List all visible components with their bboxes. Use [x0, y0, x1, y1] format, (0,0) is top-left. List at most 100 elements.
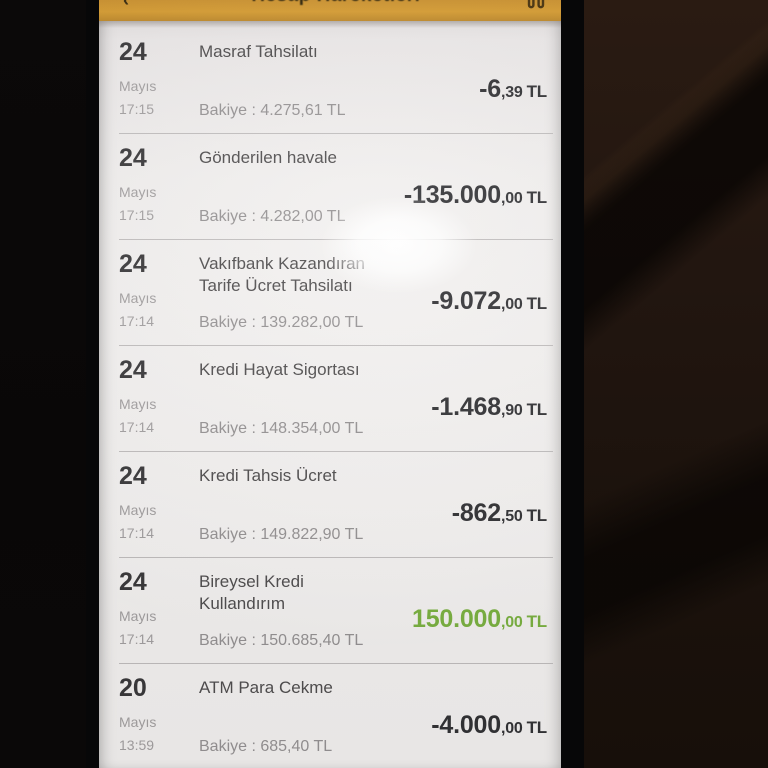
transaction-info: Masraf Tahsilatı Bakiye : 4.275,61 TL [199, 40, 461, 120]
transaction-day: 24 [119, 144, 147, 172]
table-row[interactable]: 20 Mayıs 13:59 ATM Para Cekme Bakiye : 6… [99, 664, 561, 768]
transaction-info: Bireysel Kredi Kullandırım Bakiye : 150.… [199, 570, 394, 650]
back-chevron-icon[interactable]: ‹ [123, 0, 129, 10]
transaction-title: Kredi Tahsis Ücret [199, 466, 337, 485]
row-divider [119, 133, 553, 134]
transaction-title: Kredi Hayat Sigortası [199, 360, 360, 379]
transaction-date: 24 Mayıs 17:14 [119, 462, 181, 542]
amount-currency: TL [526, 505, 548, 525]
transaction-month: Mayıs [119, 714, 157, 730]
table-row[interactable]: 24 Mayıs 17:15 Gönderilen havale Bakiye … [99, 134, 561, 240]
amount-decimal: ,90 [500, 401, 523, 419]
transaction-info: Kredi Hayat Sigortası Bakiye : 148.354,0… [199, 358, 413, 438]
amount-decimal: ,00 [500, 295, 523, 313]
page-title: Hesap Hareketleri [251, 0, 420, 7]
amount-decimal: ,00 [500, 719, 523, 737]
amount-currency: TL [526, 187, 548, 207]
transaction-balance: Bakiye : 139.282,00 TL [199, 314, 364, 331]
transaction-title: Bireysel Kredi Kullandırım [199, 572, 304, 613]
transaction-time: 17:14 [119, 419, 155, 435]
transaction-time: 17:14 [119, 631, 155, 647]
background-wood-shadow [578, 380, 768, 730]
transaction-title: Masraf Tahsilatı [199, 42, 318, 61]
transaction-date: 24 Mayıs 17:14 [119, 250, 181, 330]
table-row[interactable]: 24 Mayıs 17:15 Masraf Tahsilatı Bakiye :… [99, 28, 561, 134]
transaction-info: Vakıfbank Kazandıran Tarife Ücret Tahsil… [199, 252, 413, 332]
row-divider [119, 663, 553, 664]
transaction-amount: -9.072,00 TL [431, 287, 547, 316]
amount-currency: TL [526, 717, 548, 737]
row-divider [119, 345, 553, 346]
transaction-balance: Bakiye : 685,40 TL [199, 738, 333, 755]
transaction-month: Mayıs [119, 396, 157, 412]
phone-body: ‹ Hesap Hareketleri 24 Mayıs 17:15 Masra… [86, 0, 584, 768]
table-row[interactable]: 24 Mayıs 17:14 Bireysel Kredi Kullandırı… [99, 558, 561, 664]
transaction-month: Mayıs [119, 290, 157, 306]
transaction-title: ATM Para Cekme [199, 678, 333, 697]
transaction-day: 24 [119, 38, 147, 66]
filter-sliders-icon[interactable] [525, 0, 547, 17]
transaction-amount: -862,50 TL [452, 499, 547, 528]
amount-decimal: ,39 [500, 83, 523, 101]
transaction-balance: Bakiye : 149.822,90 TL [199, 526, 364, 543]
transaction-time: 17:15 [119, 101, 155, 117]
amount-decimal: ,00 [500, 613, 523, 631]
transaction-time: 17:14 [119, 313, 155, 329]
table-row[interactable]: 24 Mayıs 17:14 Kredi Tahsis Ücret Bakiye… [99, 452, 561, 558]
transaction-day: 24 [119, 568, 147, 596]
table-row[interactable]: 24 Mayıs 17:14 Vakıfbank Kazandıran Tari… [99, 240, 561, 346]
amount-decimal: ,00 [500, 189, 523, 207]
amount-integer: -6 [479, 74, 501, 103]
transaction-time: 13:59 [119, 737, 155, 753]
transaction-info: ATM Para Cekme Bakiye : 685,40 TL [199, 676, 413, 756]
app-header: ‹ Hesap Hareketleri [99, 0, 561, 21]
table-row[interactable]: 24 Mayıs 17:14 Kredi Hayat Sigortası Bak… [99, 346, 561, 452]
transaction-title: Gönderilen havale [199, 148, 337, 167]
phone-screen: ‹ Hesap Hareketleri 24 Mayıs 17:15 Masra… [99, 0, 561, 768]
transaction-date: 24 Mayıs 17:14 [119, 568, 181, 648]
amount-currency: TL [526, 399, 548, 419]
transaction-amount: -1.468,90 TL [431, 393, 547, 422]
amount-currency: TL [526, 611, 548, 631]
row-divider [119, 557, 553, 558]
transaction-balance: Bakiye : 4.275,61 TL [199, 102, 346, 119]
amount-currency: TL [526, 293, 548, 313]
transaction-day: 24 [119, 356, 147, 384]
transaction-title: Vakıfbank Kazandıran Tarife Ücret Tahsil… [199, 254, 366, 295]
transaction-time: 17:15 [119, 207, 155, 223]
transaction-date: 24 Mayıs 17:15 [119, 38, 181, 118]
transaction-amount: -135.000,00 TL [404, 181, 547, 210]
amount-currency: TL [526, 81, 548, 101]
transaction-day: 24 [119, 462, 147, 490]
transaction-month: Mayıs [119, 502, 157, 518]
header-shadow [99, 21, 561, 28]
transaction-list: 24 Mayıs 17:15 Masraf Tahsilatı Bakiye :… [99, 28, 561, 768]
transaction-day: 24 [119, 250, 147, 278]
transaction-info: Gönderilen havale Bakiye : 4.282,00 TL [199, 146, 386, 226]
transaction-balance: Bakiye : 150.685,40 TL [199, 632, 364, 649]
background-wood [578, 0, 768, 768]
amount-integer: 150.000 [412, 604, 501, 633]
amount-integer: -1.468 [431, 392, 501, 421]
transaction-amount: 150.000,00 TL [412, 605, 547, 634]
background-wood-highlight [578, 0, 768, 313]
amount-decimal: ,50 [500, 507, 523, 525]
transaction-time: 17:14 [119, 525, 155, 541]
row-divider [119, 451, 553, 452]
amount-integer: -135.000 [403, 180, 501, 209]
amount-integer: -862 [451, 498, 501, 527]
background-dark-left [0, 0, 86, 768]
transaction-month: Mayıs [119, 608, 157, 624]
transaction-amount: -4.000,00 TL [431, 711, 547, 740]
transaction-month: Mayıs [119, 184, 157, 200]
background-wood-shadow [578, 0, 768, 422]
transaction-date: 24 Mayıs 17:14 [119, 356, 181, 436]
transaction-day: 20 [119, 674, 147, 702]
transaction-date: 24 Mayıs 17:15 [119, 144, 181, 224]
transaction-amount: -6,39 TL [479, 75, 547, 104]
transaction-month: Mayıs [119, 78, 157, 94]
amount-integer: -4.000 [431, 710, 501, 739]
amount-integer: -9.072 [431, 286, 501, 315]
transaction-balance: Bakiye : 148.354,00 TL [199, 420, 364, 437]
